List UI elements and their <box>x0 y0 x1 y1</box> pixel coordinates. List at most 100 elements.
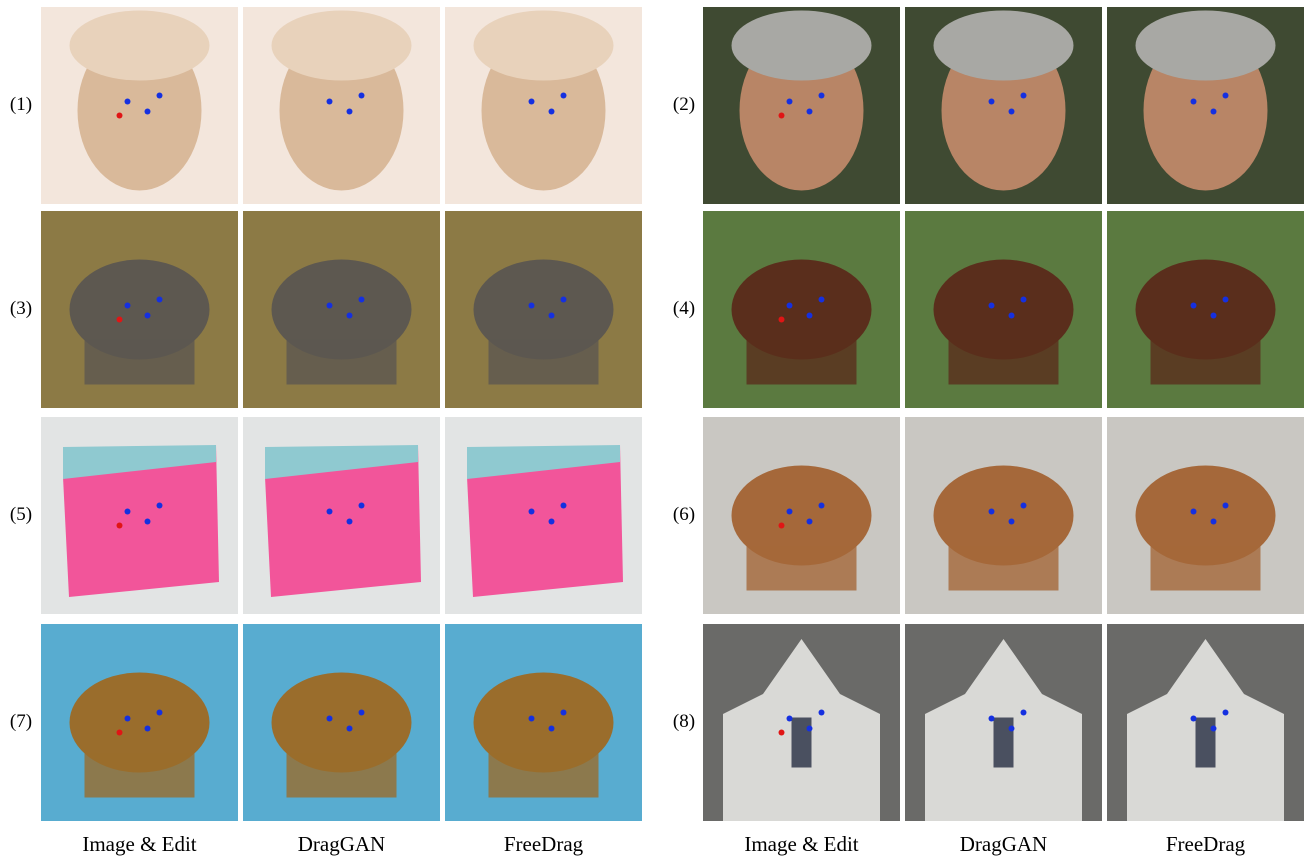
handle-point <box>549 519 555 525</box>
handle-point <box>125 509 131 515</box>
subject-legs <box>287 340 397 385</box>
image-panel <box>243 417 440 614</box>
row-label: (5) <box>10 504 32 525</box>
handle-point <box>1009 313 1015 319</box>
hair <box>1136 11 1276 81</box>
handle-point <box>1021 710 1027 716</box>
handle-point <box>1223 297 1229 303</box>
handle-point <box>1223 93 1229 99</box>
handle-point <box>359 297 365 303</box>
row-label: (8) <box>673 711 695 732</box>
handle-point <box>807 726 813 732</box>
handle-point <box>819 503 825 509</box>
image-panel <box>1107 624 1304 821</box>
handle-point <box>347 726 353 732</box>
handle-point <box>1191 716 1197 722</box>
handle-point <box>549 109 555 115</box>
image-panel <box>243 7 440 204</box>
window <box>1196 718 1216 768</box>
image-panel <box>1107 417 1304 614</box>
handle-point <box>1009 109 1015 115</box>
subject-legs <box>85 340 195 385</box>
handle-point <box>157 710 163 716</box>
image-panel <box>243 624 440 821</box>
row-label: (4) <box>673 298 695 319</box>
handle-point <box>1009 726 1015 732</box>
handle-point <box>1191 99 1197 105</box>
column-caption: FreeDrag <box>504 832 584 856</box>
handle-point <box>145 109 151 115</box>
handle-point <box>1211 519 1217 525</box>
handle-point <box>327 303 333 309</box>
subject-legs <box>85 753 195 798</box>
column-caption: Image & Edit <box>82 832 196 856</box>
column-caption: DragGAN <box>960 832 1047 856</box>
handle-point <box>1191 303 1197 309</box>
handle-point <box>117 730 123 736</box>
image-panel <box>703 7 900 204</box>
row-label: (3) <box>10 298 32 319</box>
handle-point <box>327 99 333 105</box>
handle-point <box>327 509 333 515</box>
handle-point <box>1191 509 1197 515</box>
handle-point <box>1223 710 1229 716</box>
subject-legs <box>489 340 599 385</box>
handle-point <box>807 109 813 115</box>
handle-point <box>117 317 123 323</box>
image-panel <box>41 7 238 204</box>
hair <box>474 11 614 81</box>
image-panel <box>905 7 1102 204</box>
handle-point <box>549 726 555 732</box>
image-panel <box>703 211 900 408</box>
handle-point <box>561 297 567 303</box>
column-caption: FreeDrag <box>1166 832 1246 856</box>
handle-point <box>787 303 793 309</box>
handle-point <box>347 519 353 525</box>
handle-point <box>561 503 567 509</box>
handle-point <box>807 519 813 525</box>
handle-point <box>347 109 353 115</box>
handle-point <box>529 303 535 309</box>
subject-legs <box>747 340 857 385</box>
subject-legs <box>949 340 1059 385</box>
hair <box>732 11 872 81</box>
handle-point <box>779 317 785 323</box>
hair <box>272 11 412 81</box>
subject-legs <box>287 753 397 798</box>
handle-point <box>989 99 995 105</box>
handle-point <box>989 303 995 309</box>
image-panel <box>703 624 900 821</box>
handle-point <box>989 716 995 722</box>
handle-point <box>549 313 555 319</box>
handle-point <box>157 93 163 99</box>
subject-legs <box>949 546 1059 591</box>
handle-point <box>145 726 151 732</box>
row-label: (2) <box>673 94 695 115</box>
image-panel <box>703 417 900 614</box>
image-panel <box>1107 7 1304 204</box>
handle-point <box>807 313 813 319</box>
handle-point <box>1021 93 1027 99</box>
image-panel <box>41 624 238 821</box>
image-panel <box>243 211 440 408</box>
image-panel <box>445 7 642 204</box>
handle-point <box>1021 503 1027 509</box>
handle-point <box>359 710 365 716</box>
handle-point <box>989 509 995 515</box>
hair <box>934 11 1074 81</box>
image-panel <box>445 211 642 408</box>
handle-point <box>145 519 151 525</box>
handle-point <box>359 93 365 99</box>
row-label: (7) <box>10 711 32 732</box>
handle-point <box>125 303 131 309</box>
column-caption: DragGAN <box>298 832 385 856</box>
image-panel <box>1107 211 1304 408</box>
handle-point <box>819 297 825 303</box>
handle-point <box>125 99 131 105</box>
handle-point <box>529 99 535 105</box>
image-panel <box>905 417 1102 614</box>
handle-point <box>359 503 365 509</box>
row-label: (6) <box>673 504 695 525</box>
handle-point <box>327 716 333 722</box>
handle-point <box>819 93 825 99</box>
